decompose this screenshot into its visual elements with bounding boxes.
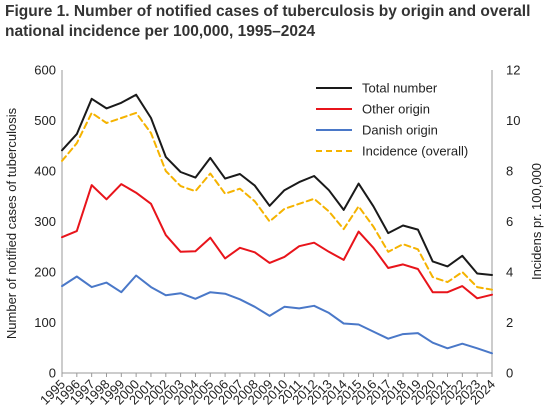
chart-legend: Total number Other origin Danish origin Inc… — [316, 81, 468, 159]
y-axis-title: Number of notified cases of tuberculosis — [4, 107, 19, 339]
chart-title: Figure 1. Number of notified cases of tu… — [5, 2, 545, 42]
series-line-2 — [61, 183, 493, 300]
series-line-4 — [61, 111, 493, 291]
y2-tick-label: 4 — [506, 265, 513, 280]
legend-label-2: Other origin — [362, 102, 430, 117]
y2-tick-label: 10 — [506, 113, 520, 128]
y-tick-label: 400 — [34, 164, 56, 179]
chart-title-line-1: Figure 1. Number of notified cases of tu… — [5, 3, 531, 20]
y-tick-label: 600 — [34, 63, 56, 78]
y2-axis-title: Incidens pr. 100,000 — [529, 163, 544, 280]
y2-tick-label: 12 — [506, 63, 520, 78]
y-tick-label: 300 — [34, 214, 56, 229]
y2-tick-label: 8 — [506, 164, 513, 179]
y2-tick-label: 6 — [506, 214, 513, 229]
chart-series — [61, 93, 493, 355]
chart-title-line-2: national incidence per 100,000, 1995–202… — [5, 23, 316, 40]
legend-label-3: Danish origin — [362, 123, 438, 138]
y2-tick-label: 2 — [506, 315, 513, 330]
y-tick-label: 200 — [34, 265, 56, 280]
y2-tick-label: 0 — [506, 366, 513, 381]
y-tick-label: 0 — [49, 366, 56, 381]
y-tick-label: 500 — [34, 113, 56, 128]
series-line-1 — [61, 93, 493, 276]
legend-label-1: Total number — [362, 81, 438, 96]
legend-label-4: Incidence (overall) — [362, 144, 468, 159]
series-line-3 — [61, 274, 493, 355]
y-tick-label: 100 — [34, 315, 56, 330]
